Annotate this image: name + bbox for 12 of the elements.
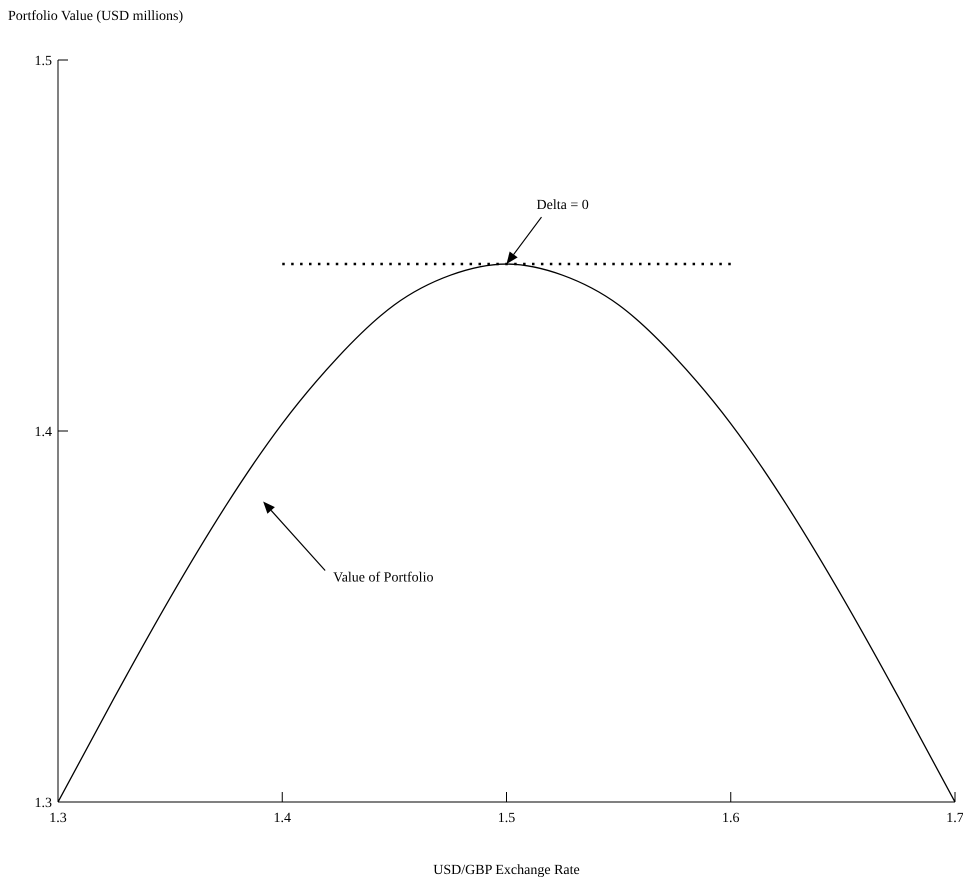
x-tick-label: 1.7 <box>946 811 964 826</box>
x-tick-label: 1.5 <box>498 811 516 826</box>
y-tick-label: 1.5 <box>34 54 52 69</box>
x-tick-label: 1.6 <box>722 811 740 826</box>
x-axis-title: USD/GBP Exchange Rate <box>433 863 580 878</box>
annotation: Value of Portfolio <box>333 570 434 586</box>
y-axis-title: Portfolio Value (USD millions) <box>8 9 184 24</box>
y-tick-label: 1.4 <box>34 425 52 440</box>
x-tick-label: 1.4 <box>274 811 291 826</box>
annotation: Delta = 0 <box>536 198 589 214</box>
x-tick-label: 1.3 <box>49 811 67 826</box>
y-tick-label: 1.3 <box>34 796 52 811</box>
